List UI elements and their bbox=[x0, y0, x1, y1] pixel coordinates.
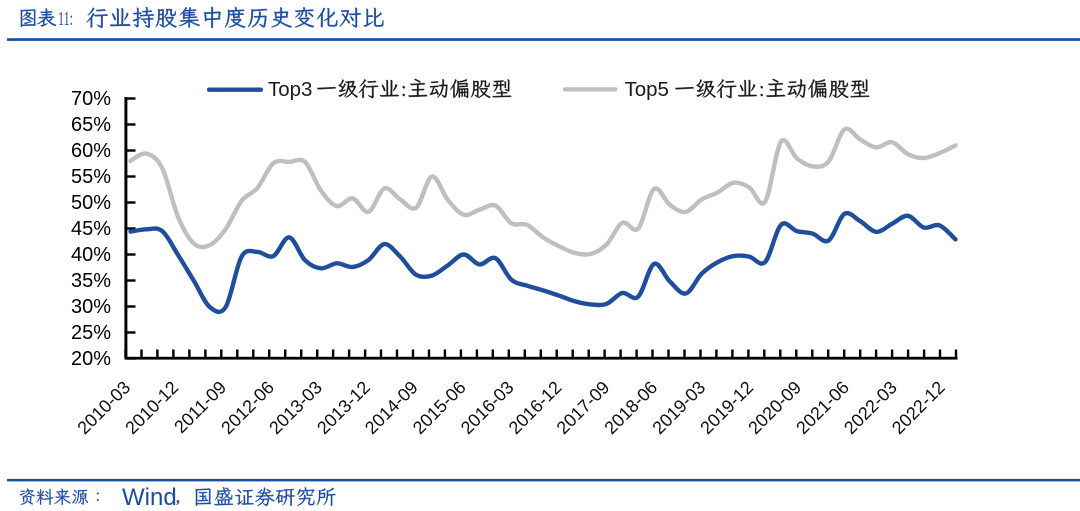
svg-text:60%: 60% bbox=[71, 140, 111, 162]
svg-text:Top5: Top5 bbox=[625, 78, 669, 101]
svg-text:Top3: Top3 bbox=[268, 78, 312, 101]
svg-text:40%: 40% bbox=[71, 244, 111, 266]
svg-text:11:: 11: bbox=[58, 8, 73, 30]
svg-text:25%: 25% bbox=[71, 322, 111, 344]
svg-text:45%: 45% bbox=[71, 218, 111, 240]
svg-text:35%: 35% bbox=[71, 270, 111, 292]
svg-text:65%: 65% bbox=[71, 114, 111, 136]
svg-text:55%: 55% bbox=[71, 166, 111, 188]
svg-text:Wind: Wind bbox=[122, 484, 177, 511]
svg-text:20%: 20% bbox=[71, 348, 111, 370]
svg-text:30%: 30% bbox=[71, 296, 111, 318]
svg-text:50%: 50% bbox=[71, 192, 111, 214]
svg-text:70%: 70% bbox=[71, 88, 111, 110]
